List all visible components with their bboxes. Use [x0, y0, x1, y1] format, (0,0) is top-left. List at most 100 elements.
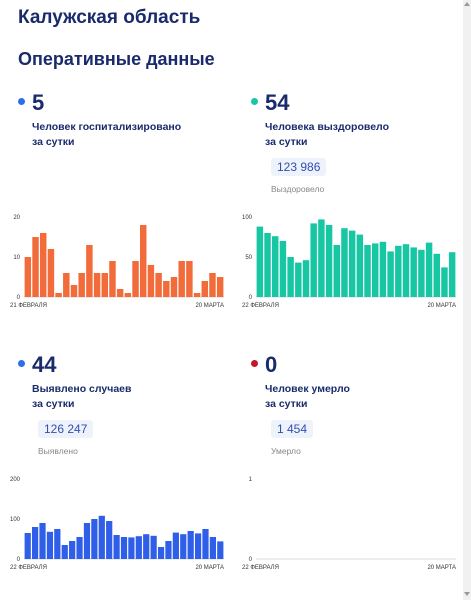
bar [441, 267, 448, 297]
bar [395, 245, 402, 297]
scroll-up-arrow-icon[interactable] [464, 2, 470, 6]
bar [106, 521, 113, 559]
bar [101, 273, 108, 297]
bar [279, 241, 287, 297]
deaths-total-caption: Умерло [271, 446, 301, 456]
detected-label-line2: за сутки [32, 398, 75, 410]
bar [46, 531, 54, 559]
bar [116, 289, 124, 297]
y-tick-label: 200 [10, 477, 21, 483]
deaths-chart: 1 0 22 ФЕВРАЛЯ 20 МАРТА [242, 477, 456, 571]
bar [76, 537, 83, 559]
bar [178, 261, 185, 297]
bar [150, 535, 157, 559]
bar [170, 277, 178, 297]
bar [132, 261, 139, 297]
bar [120, 537, 128, 559]
y-tick-label: 100 [10, 517, 21, 523]
bar [78, 273, 85, 297]
y-tick-label: 50 [245, 255, 252, 261]
bar [39, 523, 46, 559]
bullet-dot-icon [251, 98, 258, 105]
bar [341, 228, 348, 297]
bar [47, 249, 55, 297]
deaths-label-line2: за сутки [265, 398, 308, 410]
x-start-label: 21 ФЕВРАЛЯ [10, 303, 47, 309]
detected-chart: 200 100 0 22 ФЕВРАЛЯ 20 МАРТА [10, 477, 224, 571]
hospitalized-label-line2: за сутки [32, 136, 75, 148]
bar [348, 230, 356, 297]
bar [333, 245, 340, 297]
bar [418, 249, 425, 297]
bar [194, 533, 202, 559]
bar [425, 242, 433, 297]
bar [295, 262, 302, 297]
bar [318, 219, 325, 297]
section-title: Оперативные данные [18, 49, 215, 69]
bar [32, 527, 39, 559]
scroll-down-arrow-icon[interactable] [464, 592, 470, 596]
bullet-dot-icon [18, 360, 25, 367]
bar [264, 233, 271, 297]
y-tick-label: 10 [13, 255, 20, 261]
bar [272, 236, 279, 297]
bar [63, 273, 70, 297]
y-tick-label: 0 [249, 295, 253, 301]
bar [256, 226, 264, 297]
bar [202, 529, 209, 559]
detected-label: Выявлено случаев за сутки [32, 382, 131, 412]
vertical-scrollbar[interactable] [463, 0, 471, 600]
bar [157, 547, 165, 559]
bar [302, 260, 310, 297]
bar [163, 281, 170, 297]
bar [32, 237, 39, 297]
bar [143, 534, 150, 559]
x-end-label: 20 МАРТА [195, 565, 224, 571]
bullet-dot-icon [251, 360, 258, 367]
bar [91, 519, 98, 559]
bar [86, 245, 93, 297]
bar [287, 257, 294, 297]
bar [135, 536, 142, 559]
bar [24, 257, 32, 297]
bar [40, 233, 47, 297]
recovered-label-line2: за сутки [265, 136, 308, 148]
bar [109, 261, 116, 297]
hospitalized-count: 5 [32, 90, 45, 115]
y-tick-label: 20 [13, 215, 20, 221]
x-end-label: 20 МАРТА [195, 303, 224, 309]
y-tick-label: 0 [249, 557, 253, 563]
bar [140, 225, 147, 297]
deaths-count: 0 [265, 352, 278, 377]
bullet-dot-icon [18, 98, 25, 105]
bar [387, 251, 394, 297]
bar [217, 541, 224, 559]
deaths-label-line1: Человек умерло [265, 383, 350, 395]
bar [187, 531, 194, 559]
bar [61, 545, 68, 559]
detected-count: 44 [32, 352, 57, 377]
y-tick-label: 0 [17, 557, 21, 563]
recovered-label: Человека выздоровело за сутки [265, 120, 389, 150]
detected-total-caption: Выявлено [38, 446, 78, 456]
bar [201, 281, 208, 297]
hospitalized-label-line1: Человек госпитализировано [32, 121, 182, 133]
region-title: Калужская область [18, 7, 201, 28]
bar [186, 261, 193, 297]
x-start-label: 22 ФЕВРАЛЯ [242, 303, 279, 309]
bar [124, 293, 132, 297]
bar [113, 535, 120, 559]
bar [155, 273, 162, 297]
bar [193, 293, 201, 297]
bar [128, 537, 135, 559]
hospitalized-chart: 20 10 0 21 ФЕВРАЛЯ 20 МАРТА [10, 215, 224, 309]
recovered-chart: 100 50 0 22 ФЕВРАЛЯ 20 МАРТА [242, 215, 456, 309]
bar [310, 223, 317, 297]
bar [364, 245, 371, 297]
x-end-label: 20 МАРТА [427, 303, 456, 309]
bar [70, 285, 78, 297]
bar [55, 293, 62, 297]
bar [209, 537, 216, 559]
bar [24, 533, 31, 559]
bar [147, 265, 155, 297]
